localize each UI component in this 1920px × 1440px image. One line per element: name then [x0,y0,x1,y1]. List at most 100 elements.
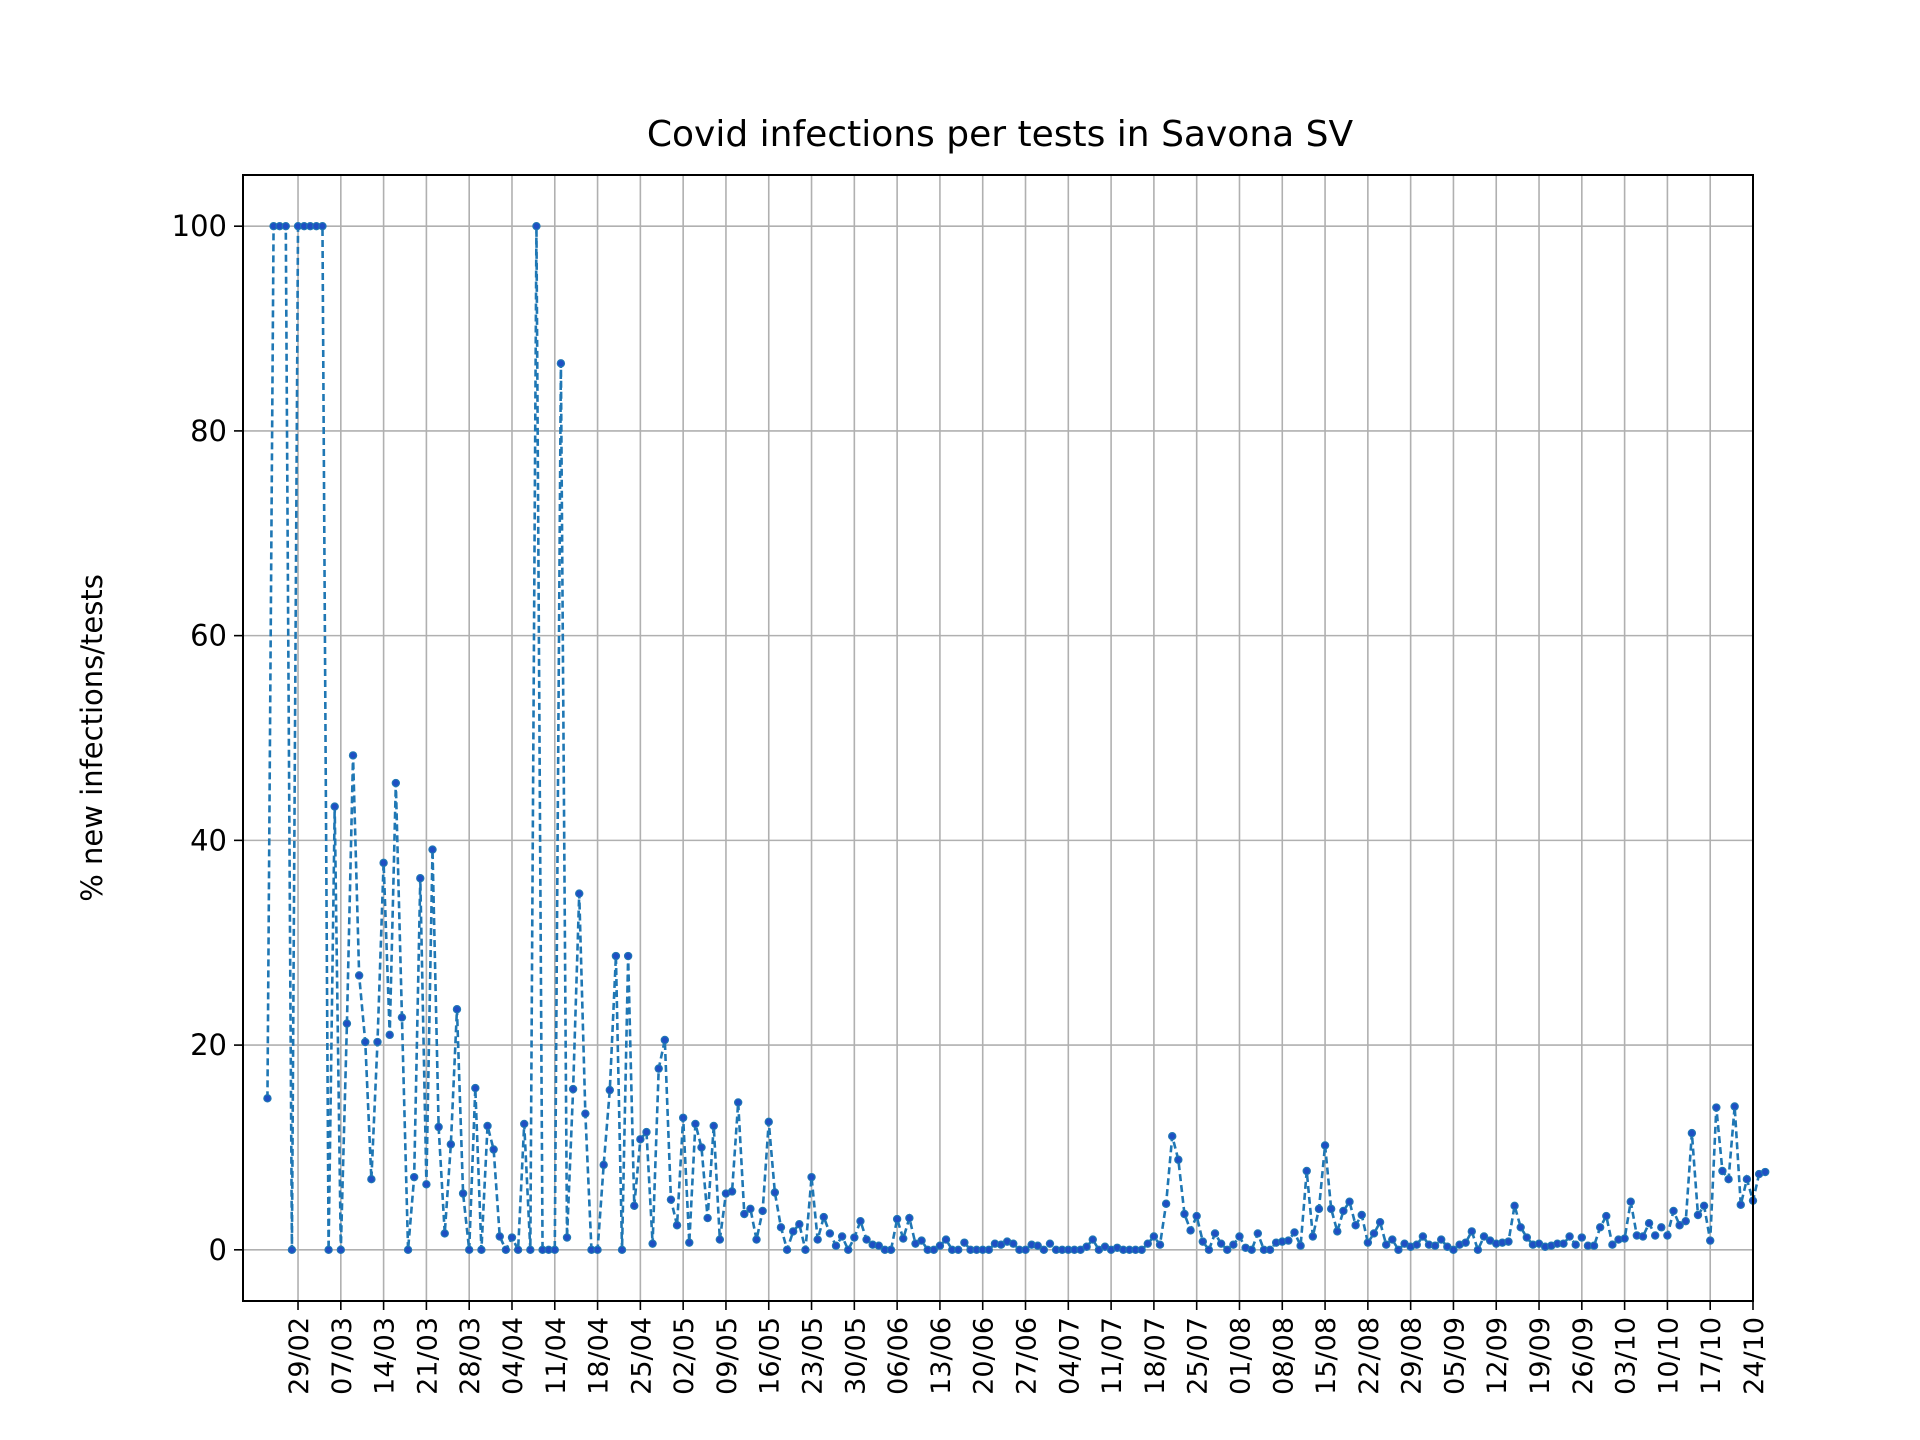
data-point [807,1172,816,1182]
data-point [1559,1239,1568,1248]
data-point [623,951,633,961]
data-point [1718,1166,1727,1176]
data-point [416,874,425,883]
x-tick-label: 04/07 [1054,1317,1085,1395]
data-point [1180,1209,1189,1219]
data-point [471,1083,480,1093]
x-tick-label: 20/06 [969,1317,1000,1395]
data-point [562,1233,572,1242]
data-point [642,1127,651,1137]
data-point [1174,1155,1183,1164]
data-point [905,1213,914,1223]
data-point [801,1245,810,1255]
data-point [929,1245,939,1255]
data-point [1669,1206,1678,1216]
data-point [575,889,584,898]
series-markers-group [263,221,1770,1255]
x-tick-label: 10/10 [1653,1317,1684,1395]
data-point [501,1245,511,1255]
data-point [691,1119,700,1129]
x-tick-label: 29/02 [284,1317,315,1395]
data-point [1210,1229,1220,1238]
x-tick-label: 19/09 [1525,1317,1556,1395]
x-tick-label: 12/09 [1482,1317,1513,1395]
data-point [330,802,339,811]
y-tick-label: 100 [172,209,227,243]
data-point [709,1121,718,1131]
data-point [373,1037,382,1047]
data-point [556,359,566,368]
x-tick-label: 30/05 [840,1317,871,1395]
data-point [1302,1166,1311,1176]
data-point [581,1109,590,1118]
x-tick-label: 02/05 [669,1317,700,1395]
data-point [648,1239,657,1248]
data-point [813,1235,822,1244]
data-point [954,1245,963,1255]
data-point [1681,1216,1690,1226]
data-point [1296,1241,1305,1250]
data-point [1290,1228,1299,1237]
data-point [281,221,290,231]
data-point [489,1145,498,1154]
data-point [1394,1245,1403,1255]
data-point [422,1180,431,1189]
data-point [1247,1245,1256,1255]
x-tick-label: 18/04 [584,1317,615,1395]
data-point [1577,1233,1587,1242]
data-point [611,951,621,961]
data-point [1284,1236,1293,1245]
data-point [361,1037,370,1047]
data-point [636,1135,645,1144]
y-tick-label: 60 [190,619,227,653]
data-point [403,1245,413,1255]
data-point [1571,1240,1580,1249]
data-point [1229,1240,1238,1249]
data-point [1320,1141,1330,1150]
data-point [1021,1245,1030,1255]
data-point [440,1229,449,1238]
data-point [354,971,364,980]
y-tick-label: 20 [190,1028,227,1062]
x-tick-label: 04/04 [498,1317,529,1395]
data-point [770,1188,780,1197]
data-point [874,1241,883,1250]
data-point [1381,1240,1391,1249]
data-point [1363,1238,1373,1247]
data-point [1235,1232,1244,1241]
data-point [1504,1237,1513,1246]
data-point [513,1245,523,1255]
data-point [1687,1128,1697,1138]
data-point [1198,1237,1208,1246]
data-point [654,1064,663,1073]
data-point [379,858,388,868]
y-axis-label: % new infections/tests [75,574,109,902]
chart-title: Covid infections per tests in Savona SV [647,114,1354,155]
data-point [746,1204,755,1214]
data-point [1369,1229,1379,1238]
data-point [837,1232,847,1241]
data-point [1082,1242,1091,1251]
data-point [324,1245,333,1255]
data-point [752,1235,761,1244]
data-point [697,1143,706,1152]
data-point [1351,1221,1360,1230]
data-point [397,1013,407,1022]
x-tick-label: 11/07 [1097,1317,1128,1395]
data-point [789,1227,798,1236]
data-point [1223,1245,1232,1255]
data-point [1736,1200,1745,1209]
grid [243,175,1754,1301]
data-point [520,1119,529,1129]
data-point [1161,1199,1171,1208]
data-point [446,1140,456,1149]
data-point [263,1094,272,1103]
data-point [1626,1197,1635,1206]
data-point [856,1216,865,1226]
data-point [1168,1131,1177,1141]
data-point [1186,1226,1195,1235]
data-point [287,1245,297,1255]
data-point [1461,1238,1470,1247]
x-tick-label: 07/03 [327,1317,358,1395]
